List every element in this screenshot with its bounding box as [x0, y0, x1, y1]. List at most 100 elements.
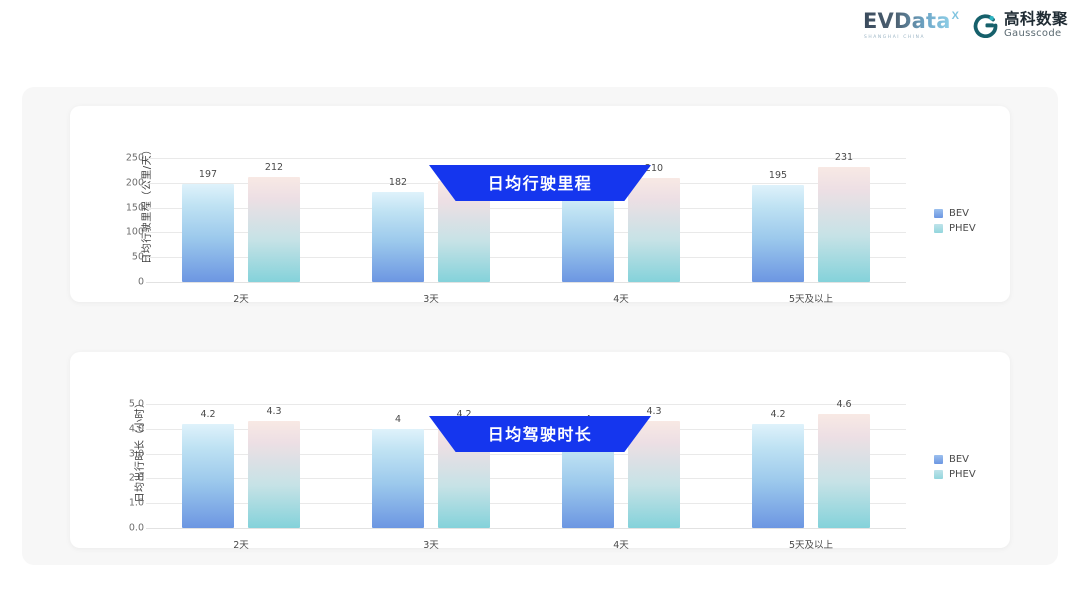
gridline [146, 207, 906, 209]
bar-value-label: 210 [644, 162, 664, 174]
bar-fill [752, 185, 804, 282]
y-axis-tick-label: 4.0 [128, 423, 144, 435]
chart-title-mileage: 日均行驶里程 [487, 174, 593, 193]
bar-phev[interactable]: 4.6 [818, 399, 870, 528]
y-axis-tick-label: 250 [125, 152, 144, 164]
logo-group: EVData X SHANGHAI CHINA 高科数聚 Gausscode [863, 9, 1068, 40]
chart-legend: BEV PHEV [934, 454, 976, 480]
legend-item-bev[interactable]: BEV [934, 454, 976, 465]
bar-value-label: 182 [388, 176, 408, 188]
gridline [146, 232, 906, 234]
legend-item-phev[interactable]: PHEV [934, 469, 976, 480]
bar-fill [818, 413, 870, 528]
legend-label: BEV [949, 454, 970, 465]
bar-phev[interactable]: 231 [818, 152, 870, 282]
x-axis-tick-label: 5天及以上 [788, 294, 834, 305]
bar-value-label: 212 [264, 161, 284, 173]
bar-fill [752, 423, 804, 528]
x-axis-tick-label: 3天 [423, 540, 439, 551]
y-axis-tick-label: 50 [131, 251, 144, 263]
x-axis-tick-label: 4天 [613, 294, 629, 305]
bar-value-label: 4.3 [266, 406, 282, 418]
bar-value-label: 195 [768, 170, 788, 182]
bar-fill [372, 191, 424, 282]
y-axis-ticks: 0.0 1.0 2.0 3.0 4.0 5.0 [104, 399, 144, 534]
bar-value-label: 231 [834, 152, 854, 164]
gausscode-logo: 高科数聚 Gausscode [973, 9, 1068, 40]
bar-fill [372, 428, 424, 528]
y-axis-tick-label: 2.0 [128, 472, 144, 484]
legend-label: PHEV [949, 469, 976, 480]
evdata-logo-main: EVData X [863, 9, 959, 33]
bar-group: 195 231 [716, 152, 906, 282]
bar-value-label: 4.2 [456, 408, 472, 420]
bar-bev[interactable]: 195 [752, 158, 804, 282]
bar-fill [628, 177, 680, 282]
legend-item-bev[interactable]: BEV [934, 208, 976, 219]
legend-swatch-icon [934, 224, 943, 233]
bar-bev[interactable]: 4 [372, 404, 424, 528]
x-axis-tick-label: 5天及以上 [788, 540, 834, 551]
x-axis-tick-label: 2天 [233, 294, 249, 305]
bar-phev[interactable]: 212 [248, 158, 300, 282]
evdata-superscript-x: X [951, 10, 959, 22]
chart-title-banner-mileage: 日均行驶里程 [429, 165, 651, 201]
bar-fill [562, 190, 614, 282]
legend-swatch-icon [934, 455, 943, 464]
legend-label: BEV [949, 208, 970, 219]
y-axis-tick-label: 0 [137, 276, 144, 288]
bar-value-label: 4.6 [836, 398, 852, 410]
bar-value-label: 4.2 [770, 408, 786, 420]
bar-bev[interactable]: 4.2 [182, 404, 234, 528]
bar-value-label: 4 [394, 413, 402, 425]
gausscode-text: 高科数聚 Gausscode [1003, 9, 1068, 40]
x-axis-labels: 2天 3天 4天 5天及以上 [146, 291, 906, 305]
legend-item-phev[interactable]: PHEV [934, 223, 976, 234]
bar-fill [248, 176, 300, 282]
x-axis-tick-label: 4天 [613, 540, 629, 551]
y-axis-ticks: 0 50 100 150 200 250 [104, 153, 144, 288]
bar-group: 4.2 4.6 [716, 399, 906, 528]
chart-card-mileage: 日均行驶里程（公里/天）0501001502002501972121822031… [70, 106, 1010, 305]
bar-bev[interactable]: 4.2 [752, 404, 804, 528]
x-axis-tick-label: 2天 [233, 540, 249, 551]
gridline [146, 453, 906, 455]
bar-phev[interactable]: 210 [628, 158, 680, 282]
gausscode-name-cn: 高科数聚 [1003, 9, 1068, 28]
bar-fill [182, 184, 234, 282]
bar-group: 184210 [526, 158, 716, 282]
gausscode-name-en: Gausscode [1003, 28, 1062, 40]
chart-daily-mileage: 日均行驶里程（公里/天）0501001502002501972121822031… [70, 106, 1010, 305]
bar-fill [248, 421, 300, 528]
gridline [146, 282, 906, 283]
bar-value-label: 4.3 [646, 406, 662, 418]
page-header: EVData X SHANGHAI CHINA 高科数聚 Gausscode [0, 0, 1080, 58]
bar-fill [628, 421, 680, 528]
legend-swatch-icon [934, 209, 943, 218]
gridline [146, 503, 906, 505]
bar-group: 4.2 4.3 [146, 404, 336, 528]
bar-phev[interactable]: 4.3 [628, 404, 680, 528]
bar-fill [818, 167, 870, 282]
bar-fill [182, 423, 234, 528]
x-axis-tick-label: 3天 [423, 294, 439, 305]
y-axis-tick-label: 5.0 [128, 398, 144, 410]
bar-value-label: 197 [198, 169, 218, 181]
x-axis-labels: 2天 3天 4天 5天及以上 [146, 537, 906, 551]
evdata-wordmark: EVData [863, 9, 951, 33]
evdata-subtitle: SHANGHAI CHINA [864, 35, 926, 40]
y-axis-tick-label: 150 [125, 202, 144, 214]
bar-phev[interactable]: 4.3 [248, 404, 300, 528]
y-axis-tick-label: 3.0 [128, 448, 144, 460]
bar-bev[interactable]: 182 [372, 158, 424, 282]
gridline [146, 478, 906, 480]
y-axis-tick-label: 200 [125, 177, 144, 189]
y-axis-tick-label: 0.0 [128, 522, 144, 534]
bar-bev[interactable]: 197 [182, 158, 234, 282]
legend-label: PHEV [949, 223, 976, 234]
y-axis-tick-label: 1.0 [128, 497, 144, 509]
gridline [146, 257, 906, 259]
bar-group: 197 212 [146, 158, 336, 282]
bar-value-label: 4.2 [200, 408, 216, 420]
